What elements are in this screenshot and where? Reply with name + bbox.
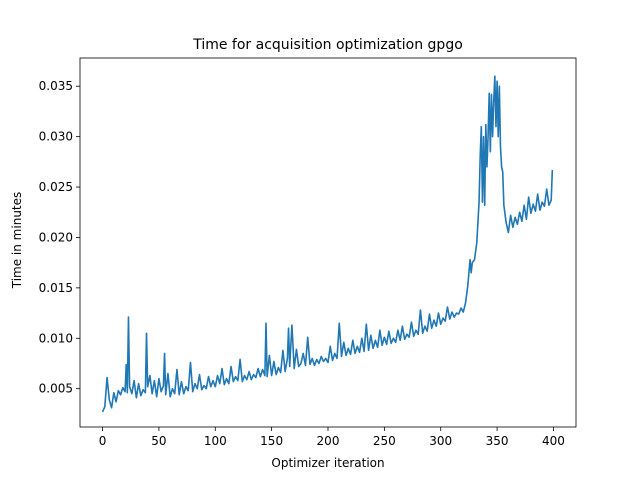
- y-tick-label: 0.005: [39, 382, 73, 396]
- x-tick-label: 300: [429, 434, 452, 448]
- plot-area: 0 50 100 150 200 250 300 350 400 0.005 0.010 0.015 0…: [39, 57, 577, 448]
- x-axis-label: Optimizer iteration: [271, 456, 384, 470]
- y-tick-label: 0.030: [39, 130, 73, 144]
- x-tick-label: 0: [99, 434, 107, 448]
- x-tick-label: 250: [373, 434, 396, 448]
- axes-frame: [79, 57, 577, 428]
- y-tick-label: 0.015: [39, 281, 73, 295]
- x-tick-label: 400: [542, 434, 565, 448]
- y-tick-label: 0.025: [39, 180, 73, 194]
- y-tick-label: 0.010: [39, 331, 73, 345]
- chart-title: Time for acquisition optimization gpgo: [192, 37, 463, 53]
- y-axis-label: Time in minutes: [10, 192, 24, 290]
- series-line: [101, 75, 554, 413]
- x-tick-label: 50: [151, 434, 166, 448]
- y-tick-label: 0.020: [39, 230, 73, 244]
- y-tick-label: 0.035: [39, 79, 73, 93]
- x-tick-label: 100: [204, 434, 227, 448]
- x-tick-label: 200: [317, 434, 340, 448]
- x-tick-label: 150: [260, 434, 283, 448]
- x-tick-label: 350: [486, 434, 509, 448]
